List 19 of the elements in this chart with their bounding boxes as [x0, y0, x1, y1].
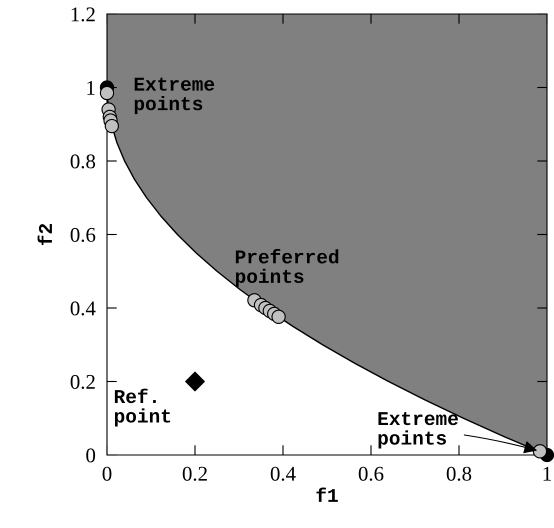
annotation: Extreme points [378, 412, 458, 449]
y-tick-label: 1.2 [72, 7, 95, 22]
y-tick-label: 0.6 [70, 228, 96, 242]
y-tick-label: 1 [87, 80, 95, 95]
x-tick-label: 0.4 [270, 466, 296, 481]
x-tick-label: 0.2 [182, 466, 207, 481]
x-tick-label: 0 [102, 466, 112, 481]
annotation: Preferred points [236, 248, 338, 287]
x-tick-label: 0.6 [358, 466, 384, 481]
x-tick-label: 1 [544, 466, 551, 481]
y-tick-label: 0.8 [70, 154, 96, 169]
x-tick-label: 0.8 [446, 466, 472, 481]
x-axis-title: f1 [316, 488, 338, 502]
y-tick-label: 0 [86, 448, 96, 462]
y-axis-title: f2 [38, 224, 52, 246]
annotation: Extreme points [134, 78, 214, 114]
annotation: Ref. point [114, 388, 170, 427]
y-tick-label: 0.2 [70, 374, 95, 390]
y-tick-label: 0.4 [70, 301, 96, 316]
